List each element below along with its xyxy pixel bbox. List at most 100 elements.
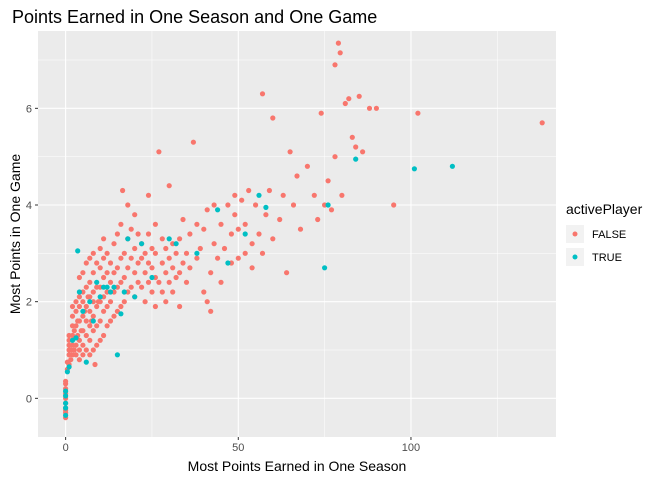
data-point	[75, 248, 81, 254]
data-point	[366, 105, 373, 111]
data-point	[135, 231, 141, 237]
data-point	[83, 303, 89, 310]
data-point	[411, 166, 417, 172]
data-point	[114, 352, 120, 358]
data-point	[263, 212, 269, 218]
data-point	[349, 134, 355, 140]
data-point	[187, 231, 193, 237]
data-point	[90, 328, 96, 334]
data-point	[415, 110, 421, 116]
data-point	[318, 110, 324, 116]
series-true	[63, 156, 455, 418]
data-point	[159, 236, 165, 242]
data-point	[69, 313, 76, 319]
data-point	[315, 216, 321, 223]
data-point	[90, 313, 96, 319]
data-point	[166, 183, 172, 189]
data-point	[87, 352, 93, 358]
data-point	[83, 318, 89, 324]
data-point	[101, 255, 107, 261]
panel-background	[38, 31, 556, 437]
data-point	[225, 202, 231, 208]
data-point	[73, 308, 79, 314]
data-point	[80, 342, 86, 348]
data-point	[201, 289, 207, 295]
data-point	[173, 241, 179, 247]
data-point	[156, 279, 162, 285]
data-point	[139, 241, 145, 247]
x-tick-label: 100	[402, 442, 420, 454]
data-point	[242, 231, 248, 237]
data-point	[190, 139, 196, 145]
data-point	[152, 221, 158, 227]
data-point	[118, 221, 124, 227]
data-point	[97, 265, 103, 271]
data-point	[87, 255, 93, 261]
data-point	[142, 270, 148, 276]
y-tick-label: 6	[26, 103, 32, 115]
data-point	[211, 241, 217, 247]
x-axis: 0 50 100	[63, 437, 420, 454]
x-axis-title: Most Points Earned in One Season	[188, 458, 407, 474]
data-point	[132, 270, 138, 276]
data-point	[221, 245, 228, 252]
data-point	[166, 255, 172, 261]
legend-title: activePlayer	[566, 201, 643, 217]
data-point	[118, 303, 124, 310]
data-point	[339, 192, 345, 198]
data-point	[80, 313, 86, 319]
data-point	[76, 347, 82, 353]
data-point	[128, 226, 134, 232]
data-point	[159, 289, 165, 295]
data-point	[114, 231, 120, 237]
data-point	[97, 294, 103, 300]
legend-label-false: FALSE	[592, 229, 626, 241]
data-point	[80, 328, 86, 334]
y-axis-title: Most Points in One Game	[7, 154, 23, 315]
data-point	[170, 289, 176, 295]
data-point	[177, 236, 183, 242]
data-point	[183, 250, 190, 256]
data-point	[270, 115, 276, 121]
data-point	[111, 284, 117, 290]
legend-marker-false	[572, 231, 578, 237]
data-point	[249, 241, 255, 247]
data-point	[391, 202, 397, 208]
data-point	[104, 250, 110, 256]
data-point	[90, 318, 96, 324]
data-point	[215, 207, 221, 213]
data-point	[322, 265, 328, 271]
data-point	[135, 260, 141, 266]
data-point	[66, 364, 72, 370]
y-axis: 0 2 4 6	[26, 103, 38, 405]
data-point	[101, 332, 107, 339]
data-point	[80, 308, 86, 314]
data-point	[94, 260, 100, 266]
data-point	[259, 91, 266, 97]
data-point	[71, 328, 77, 334]
data-point	[335, 40, 341, 46]
data-point	[156, 149, 162, 155]
data-point	[194, 250, 200, 256]
data-point	[152, 250, 158, 256]
data-point	[325, 178, 331, 184]
data-point	[211, 202, 217, 208]
data-point	[539, 120, 545, 126]
data-point	[104, 323, 110, 329]
data-point	[80, 352, 86, 358]
data-point	[159, 260, 165, 266]
data-point	[149, 265, 155, 271]
data-point	[373, 105, 379, 111]
x-tick-label: 50	[232, 442, 244, 454]
data-point	[204, 207, 210, 213]
data-point	[249, 265, 255, 271]
data-point	[449, 163, 455, 169]
data-point	[94, 303, 100, 310]
data-point	[253, 202, 259, 208]
data-point	[242, 250, 248, 256]
data-point	[71, 347, 77, 353]
data-point	[139, 255, 145, 261]
legend: activePlayer FALSE TRUE	[566, 201, 643, 266]
data-point	[325, 202, 331, 208]
data-point	[170, 265, 176, 271]
